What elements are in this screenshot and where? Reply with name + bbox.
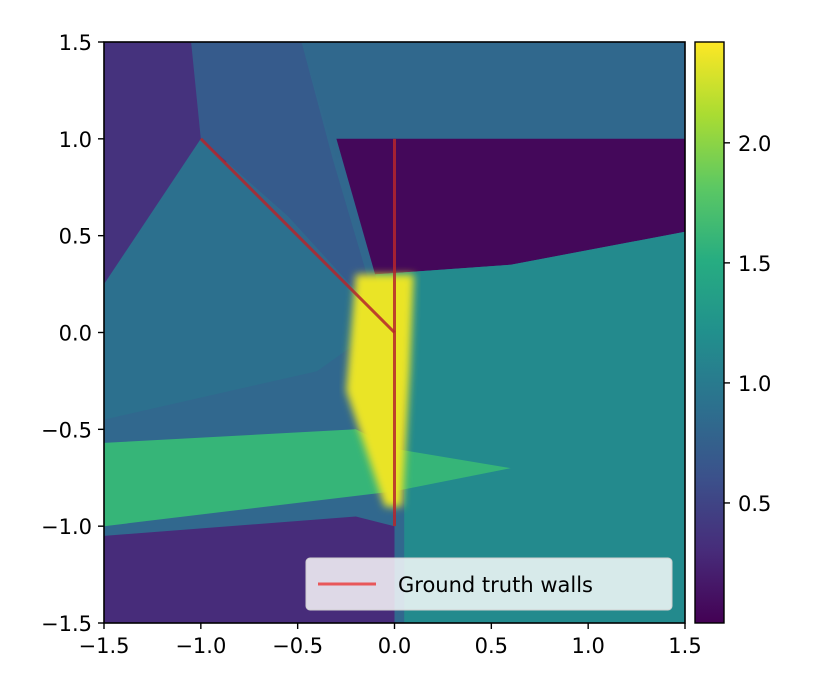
field-region-left-lower-band <box>104 429 511 527</box>
x-tick-label: −1.0 <box>175 634 226 658</box>
legend: Ground truth walls <box>305 557 673 611</box>
y-tick-label: 0.5 <box>59 225 92 249</box>
x-tick-label: 0.5 <box>475 634 508 658</box>
field-region-right-main <box>375 231 685 623</box>
x-tick-label: 1.5 <box>668 634 701 658</box>
colorbar-tick-label: 1.0 <box>738 372 771 396</box>
y-axis: 1.5 1.0 0.5 0.0 −0.5 −1.0 −1.5 <box>41 31 104 636</box>
y-tick-label: −1.0 <box>41 515 92 539</box>
y-tick-label: 1.0 <box>59 128 92 152</box>
legend-box <box>305 557 673 611</box>
colorbar-tick-label: 1.5 <box>738 252 771 276</box>
colorbar-tick-label: 0.5 <box>738 492 771 516</box>
y-tick-label: 0.0 <box>59 322 92 346</box>
field-layer <box>104 42 685 623</box>
colorbar-gradient <box>694 41 725 624</box>
y-tick-label: 1.5 <box>59 31 92 55</box>
legend-label: Ground truth walls <box>398 573 593 597</box>
colorbar-tick-label: 2.0 <box>738 132 771 156</box>
diagonal-wall <box>199 137 396 334</box>
y-tick-label: −1.5 <box>41 612 92 636</box>
x-tick-label: 0.0 <box>378 634 411 658</box>
field-region-center-bright <box>346 274 414 507</box>
field-region-upper-left-fan <box>191 42 391 329</box>
field-region-upper-right-dark <box>336 138 685 275</box>
wall-layer <box>199 137 396 527</box>
x-tick-label: 1.0 <box>571 634 604 658</box>
plot-area <box>103 41 686 624</box>
field-region-top-band <box>301 42 685 159</box>
x-tick-label: −0.5 <box>272 634 323 658</box>
colorbar-ticks: 0.5 1.0 1.5 2.0 <box>724 132 771 516</box>
y-tick-label: −0.5 <box>41 418 92 442</box>
colorbar: 0.5 1.0 1.5 2.0 <box>694 41 771 624</box>
field-region-left-fan <box>104 138 385 420</box>
x-axis: −1.5 −1.0 −0.5 0.0 0.5 1.0 1.5 <box>79 623 702 658</box>
x-tick-label: −1.5 <box>79 634 130 658</box>
